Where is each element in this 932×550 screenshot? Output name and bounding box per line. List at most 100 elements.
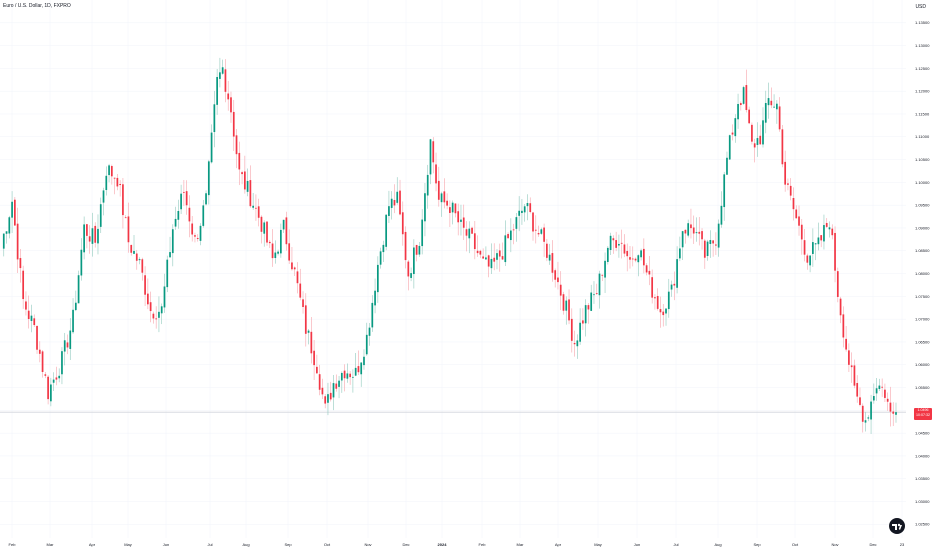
- candle-body: [606, 247, 609, 262]
- candle-body: [399, 190, 401, 215]
- candle-body: [69, 330, 72, 349]
- candle-body: [739, 103, 742, 106]
- candle-body: [728, 135, 731, 160]
- candle-body: [338, 380, 340, 387]
- candle-body: [609, 235, 612, 250]
- candle-body: [590, 292, 593, 311]
- candle-body: [648, 270, 651, 275]
- candle-body: [138, 259, 141, 261]
- candle-body: [753, 143, 756, 148]
- candle-body: [861, 405, 864, 422]
- candle-body: [327, 394, 329, 403]
- candle-body: [169, 252, 171, 258]
- candle-body: [365, 334, 368, 355]
- time-tick-label: Apr: [89, 542, 96, 547]
- time-tick-label: Jul: [207, 542, 212, 547]
- candle-body: [631, 258, 634, 260]
- candle-body: [482, 256, 484, 259]
- chart-grid: [0, 0, 906, 538]
- candle-body: [831, 228, 834, 236]
- candle-body: [800, 224, 803, 240]
- last-price-badge: 1.0496 10:07:32: [914, 408, 932, 421]
- time-tick-label: Oct: [324, 542, 331, 547]
- candle-body: [321, 387, 324, 395]
- time-tick-label: Apr: [555, 542, 562, 547]
- candle-body: [2, 233, 5, 249]
- candle-body: [382, 244, 385, 253]
- candle-body: [878, 385, 881, 389]
- candle-body: [684, 229, 687, 234]
- candle-body: [579, 322, 581, 342]
- candle-body: [737, 103, 739, 120]
- time-tick-label: Oct: [792, 542, 799, 547]
- candle-body: [587, 305, 590, 310]
- candle-body: [260, 216, 263, 232]
- candle-body: [859, 397, 861, 405]
- candle-body: [266, 221, 268, 243]
- candle-body: [487, 255, 490, 267]
- candle-body: [623, 244, 626, 254]
- candle-body: [224, 69, 227, 92]
- candle-body: [839, 298, 842, 316]
- candle-body: [836, 271, 839, 297]
- candle-body: [673, 283, 676, 286]
- candle-body: [462, 217, 465, 228]
- symbol-title: Euro / U.S. Dollar, 1D, FXPRO: [3, 3, 71, 9]
- price-tick-label: 1.10500: [915, 157, 930, 162]
- candle-body: [734, 118, 737, 137]
- candle-body: [656, 295, 659, 309]
- candle-body: [881, 386, 884, 388]
- price-tick-label: 1.10000: [915, 180, 930, 185]
- candle-body: [230, 97, 232, 113]
- candle-body: [543, 227, 545, 242]
- candle-body: [584, 305, 587, 324]
- candle-body: [91, 228, 94, 244]
- price-tick-label: 1.11000: [915, 134, 930, 139]
- candle-body: [745, 85, 748, 111]
- candle-body: [698, 231, 701, 234]
- candle-body: [285, 217, 288, 245]
- candle-body: [401, 212, 404, 235]
- candle-body: [703, 240, 706, 258]
- candle-body: [435, 164, 437, 184]
- candle-body: [612, 238, 615, 241]
- candle-body: [363, 356, 365, 366]
- time-tick-label: Aug: [714, 542, 721, 547]
- candle-body: [814, 243, 817, 245]
- price-axis[interactable]: 1.13500 1.13000 1.12500 1.12000 1.11500 1.110…: [915, 20, 930, 527]
- candle-body: [146, 293, 149, 305]
- candle-body: [177, 210, 180, 220]
- time-tick-label: May: [124, 542, 132, 547]
- candle-body: [5, 231, 8, 234]
- candle-body: [573, 342, 576, 345]
- time-tick-label: 23: [900, 542, 905, 547]
- candle-body: [413, 247, 415, 275]
- tradingview-logo-icon[interactable]: [888, 517, 906, 535]
- candle-body: [679, 248, 681, 259]
- candles: [2, 57, 897, 434]
- candle-body: [119, 183, 122, 186]
- candle-body: [11, 201, 13, 218]
- currency-label: USD: [915, 4, 926, 10]
- candle-body: [216, 76, 218, 105]
- candle-body: [751, 124, 753, 142]
- candle-body: [243, 171, 246, 190]
- candle-body: [293, 267, 296, 270]
- candle-body: [357, 366, 360, 373]
- candle-body: [396, 191, 399, 203]
- candle-body: [848, 350, 850, 365]
- candle-body: [507, 233, 509, 239]
- candle-body: [346, 373, 349, 379]
- candle-body: [842, 314, 845, 338]
- candle-body: [568, 299, 570, 321]
- candle-body: [263, 222, 266, 234]
- candle-body: [385, 214, 388, 247]
- candle-body: [155, 318, 158, 320]
- time-axis[interactable]: Feb Mar Apr May Jun Jul Aug Sep Oct Nov Dec 2024 Feb…: [9, 542, 905, 547]
- time-tick-label: Nov: [364, 542, 371, 547]
- candle-body: [767, 98, 770, 106]
- candle-body: [329, 392, 332, 400]
- candle-body: [468, 228, 471, 239]
- candle-body: [30, 315, 33, 321]
